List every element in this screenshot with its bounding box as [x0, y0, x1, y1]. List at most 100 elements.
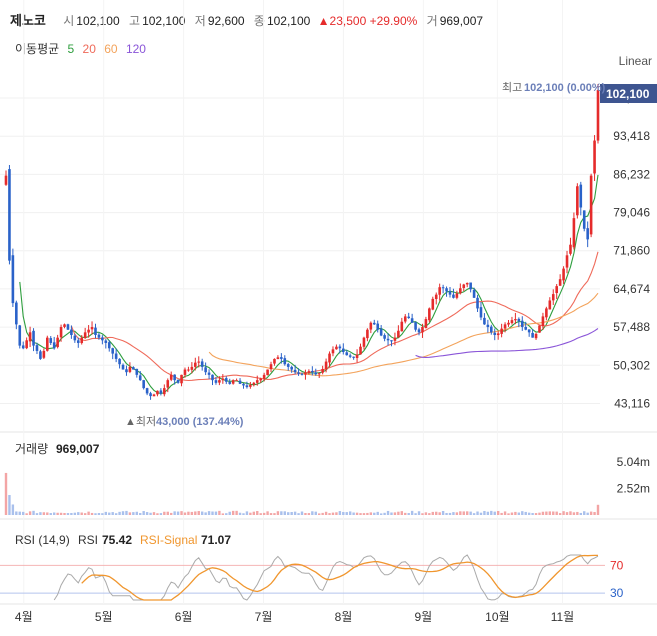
volume-bar — [424, 512, 428, 515]
ma-legend[interactable]: 이동평균 5 20 60 120 — [15, 40, 151, 57]
volume-bar — [207, 511, 211, 515]
candle-body — [545, 308, 548, 318]
scale-mode-label[interactable]: Linear — [619, 54, 652, 68]
candle-body — [252, 382, 256, 385]
volume-bar — [589, 511, 593, 515]
volume-bar — [496, 510, 500, 515]
volume-bar — [514, 511, 517, 515]
candle-body — [290, 366, 293, 370]
candle-body — [448, 291, 452, 295]
candle-body — [63, 324, 66, 327]
candle-body — [352, 356, 355, 358]
volume-bar — [142, 511, 145, 515]
candle-body — [15, 302, 18, 325]
volume-bar — [152, 512, 156, 515]
rsi-label: RSI — [78, 533, 98, 547]
candle-body — [245, 385, 249, 388]
volume-bar — [190, 511, 194, 515]
volume-bar — [163, 511, 166, 515]
candle-body — [345, 352, 349, 356]
volume-bar — [335, 512, 338, 515]
volume-bar — [94, 513, 97, 515]
volume-bar — [459, 511, 462, 515]
volume-bar — [397, 511, 400, 515]
volume-bar — [314, 511, 317, 515]
candle-body — [414, 322, 417, 330]
volume-bar — [524, 511, 527, 515]
volume-bar — [25, 513, 28, 515]
candle-body — [66, 324, 70, 330]
volume-bar — [108, 512, 111, 515]
candle-body — [335, 346, 338, 350]
low-value: 92,600 — [207, 14, 245, 28]
candle-body — [558, 279, 562, 286]
candle-body — [101, 337, 104, 341]
volume-bar — [414, 513, 417, 515]
volume-bar — [304, 513, 307, 515]
volume-bar — [472, 513, 476, 515]
volume-bar — [441, 511, 445, 515]
candle-body — [596, 90, 600, 141]
candle-body — [228, 382, 232, 384]
volume-bar — [170, 512, 173, 515]
candle-body — [169, 374, 173, 380]
volume-bar — [455, 512, 459, 515]
volume-bar — [321, 512, 324, 515]
price-tick-label: 57,488 — [613, 320, 650, 334]
volume-bar — [345, 512, 348, 515]
candle-body — [555, 286, 558, 294]
candle-body — [218, 380, 221, 383]
candle-body — [520, 320, 524, 328]
candle-body — [486, 324, 490, 328]
candle-body — [39, 351, 42, 359]
volume-bar — [383, 512, 386, 515]
candle-body — [187, 369, 190, 371]
candle-body — [90, 327, 94, 330]
candle-body — [145, 388, 149, 394]
volume-bar — [348, 511, 352, 515]
volume-bar — [293, 511, 297, 515]
candle-body — [321, 369, 324, 373]
candle-body — [410, 318, 414, 323]
volume-bar — [235, 510, 238, 515]
price-tick-label: 71,860 — [613, 244, 650, 258]
candle-body — [562, 268, 565, 281]
high-marker-value: 102,100 (0.00%) — [524, 82, 606, 94]
candle-body — [11, 255, 15, 304]
candle-body — [235, 380, 238, 382]
candle-body — [280, 357, 283, 359]
rsi-level-label: 30 — [610, 586, 624, 600]
candle-body — [503, 324, 507, 329]
volume-bar — [221, 513, 225, 515]
volume-bar — [452, 512, 455, 515]
candle-body — [431, 298, 435, 310]
volume-bar — [59, 512, 63, 515]
candle-body — [331, 349, 335, 354]
high-value: 102,100 — [142, 14, 186, 28]
volume-label: 거 — [426, 14, 438, 28]
candle-body — [342, 348, 345, 352]
volume-bar — [111, 512, 114, 515]
month-tick-label: 8월 — [335, 610, 353, 624]
low-marker-value: 43,000 (137.44%) — [156, 416, 244, 428]
volume-bar — [579, 512, 582, 515]
low-label: 저 — [194, 14, 206, 28]
candle-body — [32, 330, 35, 346]
volume-bar — [114, 513, 118, 515]
volume-bar — [180, 511, 183, 515]
candle-body — [314, 372, 318, 375]
candle-body — [59, 327, 63, 338]
volume-bar — [431, 511, 434, 515]
candle-body — [8, 169, 11, 261]
volume-bar — [259, 513, 262, 515]
candle-body — [524, 326, 528, 330]
candle-body — [297, 372, 300, 374]
candle-body — [52, 342, 56, 349]
candle-body — [304, 372, 307, 375]
volume-bar — [256, 511, 259, 515]
candle-body — [107, 342, 111, 349]
candle-body — [173, 374, 176, 381]
candle-body — [534, 333, 538, 339]
volume-bar — [200, 511, 204, 515]
